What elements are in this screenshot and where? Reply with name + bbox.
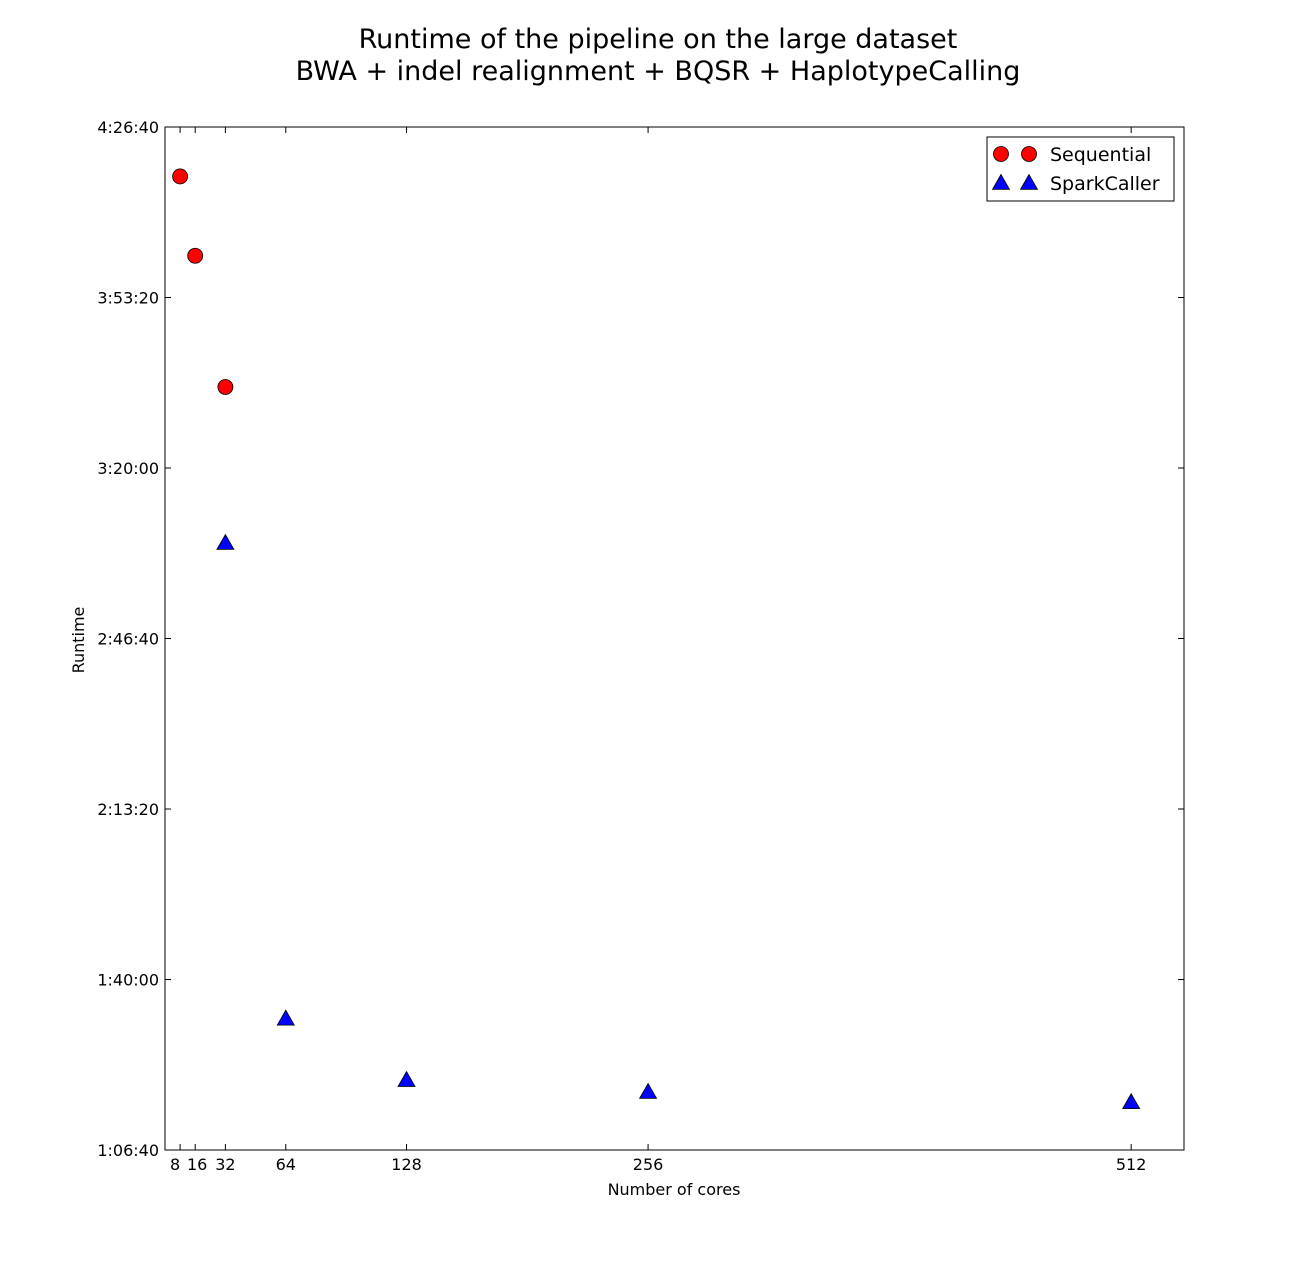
sequential-point — [217, 379, 234, 395]
chart-title: Runtime of the pipeline on the large dat… — [359, 24, 958, 55]
y-tick-label: 2:13:20 — [97, 800, 159, 819]
sequential-point — [172, 168, 188, 185]
y-tick-label: 3:20:00 — [97, 459, 159, 478]
chart-subtitle: BWA + indel realignment + BQSR + Haploty… — [296, 56, 1021, 87]
plot-frame — [164, 126, 1185, 1151]
x-tick-label: 128 — [391, 1155, 422, 1174]
y-tick-label: 1:40:00 — [97, 971, 159, 990]
x-axis-label: Number of cores — [608, 1180, 741, 1199]
x-tick-label: 256 — [633, 1155, 664, 1174]
x-tick-label: 16 — [187, 1155, 207, 1174]
x-tick-label: 32 — [215, 1155, 235, 1174]
legend-marker-sparkcaller — [991, 173, 1011, 190]
x-tick-label: 64 — [276, 1155, 296, 1174]
sparkcaller-point — [638, 1082, 658, 1099]
y-axis-ticks: 1:06:40 1:40:00 2:13:20 2:46:40 3:20:00 3:53:… — [97, 118, 1184, 1160]
sparkcaller-point — [397, 1070, 416, 1087]
sequential-point — [187, 247, 204, 264]
legend-marker-sequential — [993, 146, 1009, 162]
x-tick-label: 8 — [170, 1155, 180, 1174]
legend-label-sparkcaller: SparkCaller — [1050, 173, 1160, 195]
legend-box — [986, 136, 1175, 202]
data-points — [172, 168, 1141, 1110]
y-tick-label: 4:26:40 — [97, 118, 159, 137]
legend-marker-sequential — [1021, 146, 1037, 162]
legend-marker-sparkcaller — [1019, 173, 1039, 190]
x-axis-ticks: 8 16 32 64 128 256 512 — [170, 127, 1146, 1174]
legend: Sequential SparkCaller — [986, 136, 1175, 202]
sparkcaller-point — [216, 533, 235, 550]
x-tick-label: 512 — [1116, 1155, 1147, 1174]
y-tick-label: 2:46:40 — [97, 630, 159, 649]
y-axis-label: Runtime — [69, 607, 88, 674]
sparkcaller-point — [1121, 1092, 1141, 1110]
legend-label-sequential: Sequential — [1050, 144, 1151, 166]
sparkcaller-point — [276, 1009, 295, 1026]
y-tick-label: 3:53:20 — [97, 289, 159, 308]
y-tick-label: 1:06:40 — [97, 1141, 159, 1160]
